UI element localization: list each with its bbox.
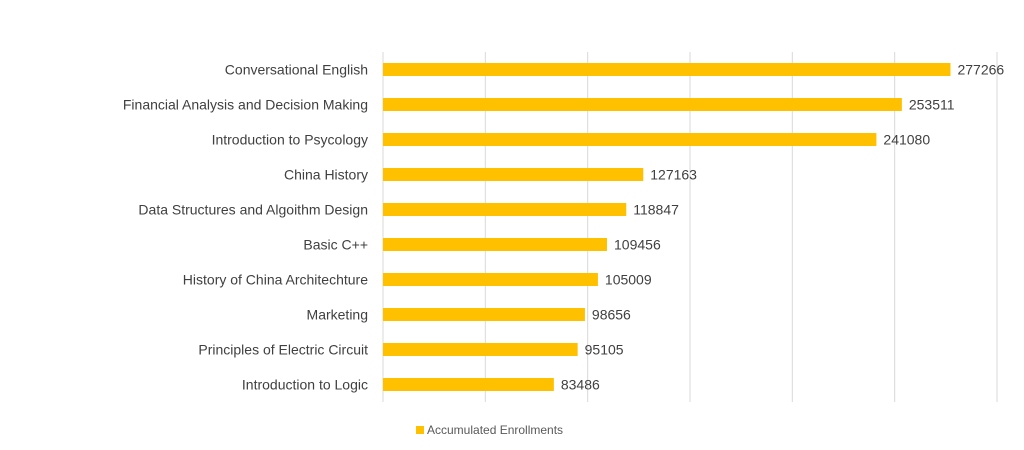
category-label: Basic C++ — [303, 237, 368, 253]
category-label: Data Structures and Algoithm Design — [138, 202, 368, 218]
value-label: 118847 — [633, 202, 679, 218]
bars — [383, 63, 951, 391]
value-label: 83486 — [561, 377, 600, 393]
legend: Accumulated Enrollments — [416, 421, 563, 439]
legend-swatch — [416, 426, 424, 434]
category-label: History of China Architechture — [183, 272, 368, 288]
bar — [383, 308, 585, 321]
value-label: 241080 — [883, 132, 930, 148]
category-label: Conversational English — [225, 62, 368, 78]
category-label: China History — [284, 167, 368, 183]
bar — [383, 133, 877, 146]
value-label: 105009 — [605, 272, 652, 288]
bar — [383, 203, 627, 216]
category-label: Financial Analysis and Decision Making — [123, 97, 368, 113]
bar — [383, 343, 578, 356]
category-label: Marketing — [307, 307, 368, 323]
value-label: 127163 — [650, 167, 697, 183]
bar — [383, 378, 554, 391]
value-label: 277266 — [957, 62, 1004, 78]
bar — [383, 168, 644, 181]
bar — [383, 238, 608, 251]
value-label: 253511 — [909, 97, 955, 113]
value-label: 95105 — [585, 342, 624, 358]
category-label: Introduction to Psycology — [212, 132, 368, 148]
bar — [383, 273, 598, 286]
category-labels: Conversational English Financial Analysis… — [123, 62, 368, 393]
value-label: 109456 — [614, 237, 661, 253]
bar — [383, 63, 951, 76]
bar — [383, 98, 902, 111]
category-label: Principles of Electric Circuit — [198, 342, 368, 358]
category-label: Introduction to Logic — [242, 377, 368, 393]
value-label: 98656 — [592, 307, 631, 323]
legend-label: Accumulated Enrollments — [427, 423, 564, 437]
value-labels: 277266 253511 241080 127163 118847 109456 1050… — [561, 62, 1005, 393]
